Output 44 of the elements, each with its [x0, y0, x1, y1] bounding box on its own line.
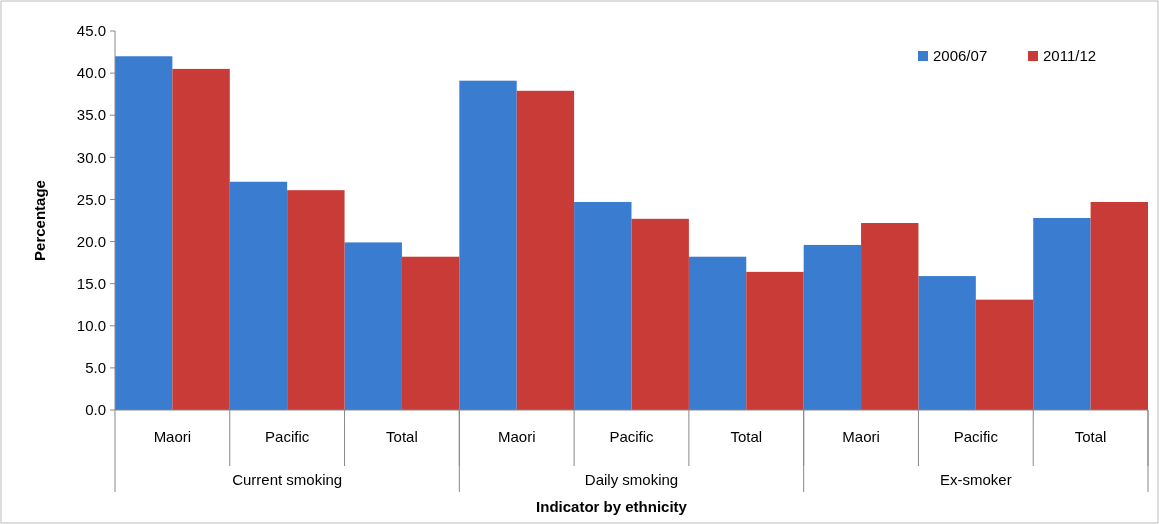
bar	[631, 218, 689, 410]
x-tick-label: Pacific	[609, 428, 655, 445]
bar	[516, 90, 575, 410]
x-tick-label: Total	[1074, 428, 1107, 445]
bar	[1033, 217, 1091, 410]
x-tick-label: Pacific	[953, 428, 999, 445]
bar	[688, 256, 747, 410]
y-tick-label: 35.0	[76, 106, 106, 124]
x-tick-label: Pacific	[265, 428, 310, 445]
y-axis-title: Percentage	[31, 180, 48, 261]
bar	[918, 276, 976, 410]
bar	[975, 299, 1034, 410]
y-tick-label: 5.0	[85, 359, 106, 377]
bar	[115, 56, 173, 410]
x-tick-label: Total	[386, 428, 418, 445]
x-tick-label: Maori	[153, 428, 192, 445]
bar	[1090, 201, 1148, 410]
legend-label: 2006/07	[933, 47, 988, 65]
x-tick-label: Maori	[842, 428, 880, 445]
legend-label: 2011/12	[1043, 47, 1097, 65]
text: Current smoking	[232, 471, 343, 488]
x-axis-title: Indicator by ethnicity	[536, 498, 688, 515]
bar	[574, 201, 632, 410]
bar	[287, 190, 345, 410]
y-tick-label: 0.0	[85, 401, 106, 419]
bar	[172, 68, 230, 410]
bar	[803, 244, 862, 410]
y-tick-label: 20.0	[76, 232, 106, 250]
bar	[459, 80, 517, 410]
bar	[229, 181, 288, 410]
y-tick-label: 10.0	[76, 317, 106, 335]
bar	[861, 223, 919, 410]
x-tick-label: Maori	[497, 428, 536, 445]
y-tick-label: 40.0	[76, 64, 106, 82]
text: Daily smoking	[584, 471, 679, 488]
y-tick-label: 30.0	[76, 148, 106, 166]
text: Ex-smoker	[939, 471, 1012, 488]
y-tick-label: 45.0	[76, 22, 106, 40]
bar	[344, 242, 402, 410]
bar	[401, 256, 460, 410]
y-tick-label: 15.0	[76, 274, 106, 292]
x-tick-label: Total	[730, 428, 763, 445]
bar	[746, 271, 804, 410]
y-tick-label: 25.0	[76, 190, 106, 208]
